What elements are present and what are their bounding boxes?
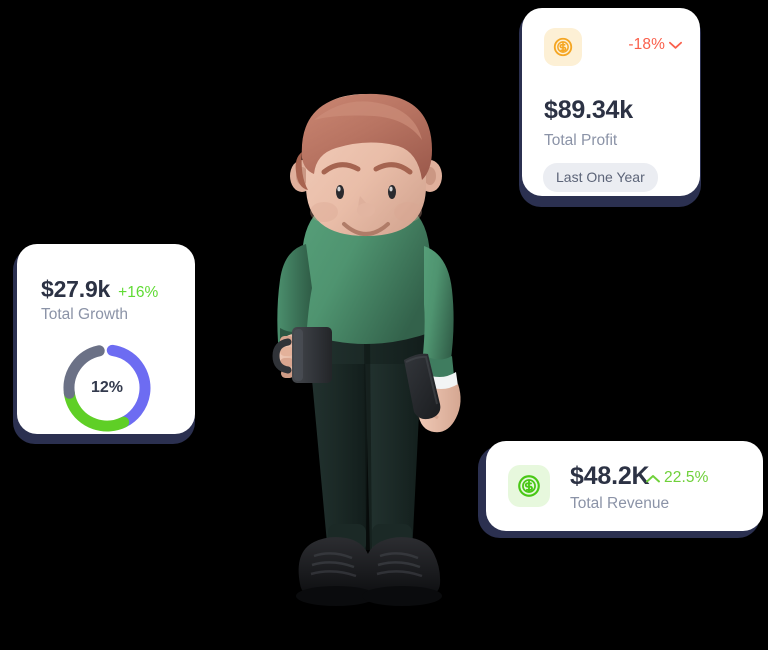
dollar-coin-icon	[518, 475, 540, 497]
coffee-mug	[272, 327, 332, 383]
donut-segment-c	[63, 344, 151, 432]
donut-segment-b	[63, 344, 151, 432]
card-surface: $27.9k +16% Total Growth 12%	[17, 244, 195, 434]
donut-center-label: 12%	[90, 379, 124, 396]
card-surface: $48.2K 22.5% Total Revenue	[486, 441, 763, 531]
chevron-up-icon	[646, 474, 660, 482]
profit-value: $89.34k	[544, 96, 633, 124]
revenue-change-value: 22.5%	[664, 469, 709, 486]
total-profit-card[interactable]: -18% $89.34k Total Profit Last One Year	[513, 0, 703, 210]
growth-donut-chart[interactable]: 12%	[55, 336, 159, 440]
donut-chart-svg	[63, 344, 151, 432]
donut-segment-a	[63, 344, 151, 432]
revenue-value: $48.2K	[570, 462, 650, 490]
profit-change-value: -18%	[628, 36, 665, 53]
growth-change: +16%	[118, 284, 159, 301]
tablet-device	[404, 353, 441, 420]
dollar-coin-icon	[553, 37, 573, 57]
chevron-down-icon	[669, 41, 682, 49]
card-surface: -18% $89.34k Total Profit Last One Year	[522, 8, 700, 196]
profit-label: Total Profit	[544, 132, 618, 149]
dollar-coin-icon-tile	[544, 28, 582, 66]
revenue-change-indicator[interactable]: 22.5%	[646, 469, 708, 487]
total-revenue-card[interactable]: $48.2K 22.5% Total Revenue	[478, 437, 768, 547]
growth-headline: $27.9k +16%	[41, 276, 158, 303]
profit-period-chip[interactable]: Last One Year	[543, 163, 658, 192]
profit-change-indicator[interactable]: -18%	[628, 36, 682, 54]
growth-value: $27.9k	[41, 276, 111, 302]
total-growth-card[interactable]: $27.9k +16% Total Growth 12%	[8, 238, 203, 453]
revenue-label: Total Revenue	[570, 495, 670, 512]
3d-character-illustration	[236, 84, 496, 650]
dollar-coin-icon-tile	[508, 465, 550, 507]
growth-label: Total Growth	[41, 306, 129, 323]
